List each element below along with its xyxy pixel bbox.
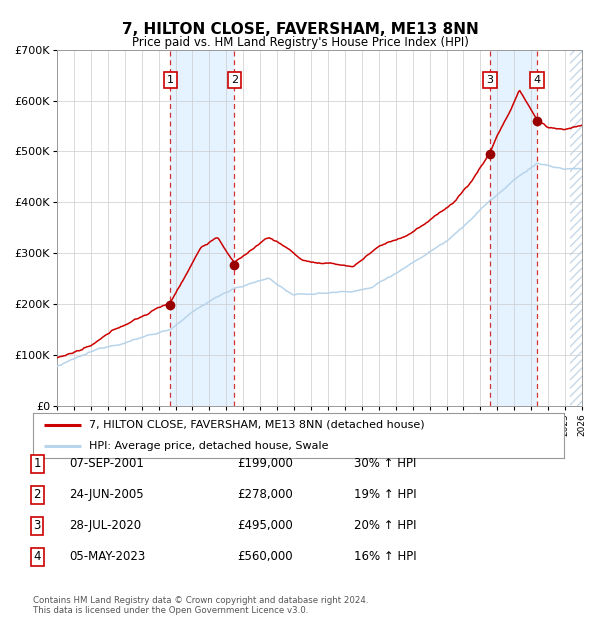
Text: £560,000: £560,000 <box>237 551 293 563</box>
Text: 24-JUN-2005: 24-JUN-2005 <box>69 489 143 501</box>
Text: 4: 4 <box>34 551 41 563</box>
Text: 2: 2 <box>34 489 41 501</box>
Text: 16% ↑ HPI: 16% ↑ HPI <box>354 551 416 563</box>
Text: 4: 4 <box>533 75 541 85</box>
Text: 1: 1 <box>34 458 41 470</box>
Text: 1: 1 <box>167 75 174 85</box>
Text: Price paid vs. HM Land Registry's House Price Index (HPI): Price paid vs. HM Land Registry's House … <box>131 36 469 49</box>
Text: Contains HM Land Registry data © Crown copyright and database right 2024.
This d: Contains HM Land Registry data © Crown c… <box>33 596 368 615</box>
Text: £278,000: £278,000 <box>237 489 293 501</box>
Text: 07-SEP-2001: 07-SEP-2001 <box>69 458 144 470</box>
Bar <box>570 50 582 406</box>
Text: 7, HILTON CLOSE, FAVERSHAM, ME13 8NN (detached house): 7, HILTON CLOSE, FAVERSHAM, ME13 8NN (de… <box>89 420 424 430</box>
Text: HPI: Average price, detached house, Swale: HPI: Average price, detached house, Swal… <box>89 441 328 451</box>
Text: 05-MAY-2023: 05-MAY-2023 <box>69 551 145 563</box>
Text: 2: 2 <box>231 75 238 85</box>
Text: £199,000: £199,000 <box>237 458 293 470</box>
Bar <box>170 50 235 406</box>
Text: 20% ↑ HPI: 20% ↑ HPI <box>354 520 416 532</box>
Text: 7, HILTON CLOSE, FAVERSHAM, ME13 8NN: 7, HILTON CLOSE, FAVERSHAM, ME13 8NN <box>122 22 478 37</box>
Text: 3: 3 <box>34 520 41 532</box>
Text: 3: 3 <box>487 75 494 85</box>
Bar <box>490 50 537 406</box>
Text: 19% ↑ HPI: 19% ↑ HPI <box>354 489 416 501</box>
Text: 30% ↑ HPI: 30% ↑ HPI <box>354 458 416 470</box>
Text: £495,000: £495,000 <box>237 520 293 532</box>
Text: 28-JUL-2020: 28-JUL-2020 <box>69 520 141 532</box>
